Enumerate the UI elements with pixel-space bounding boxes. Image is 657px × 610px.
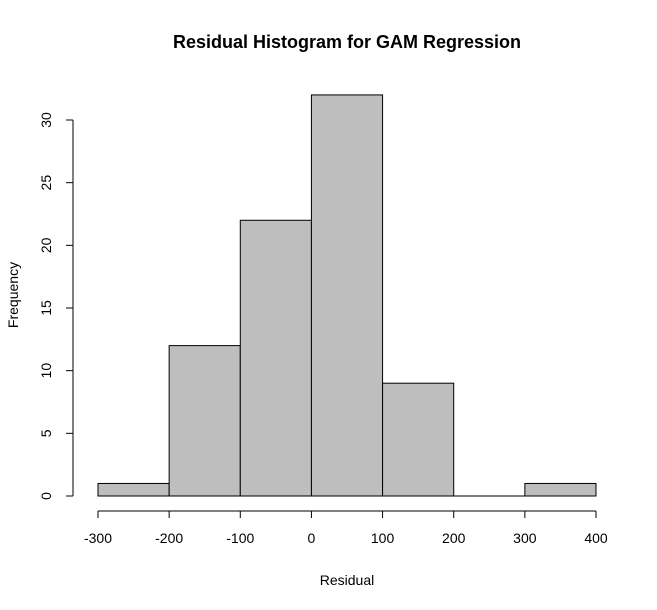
y-tick-label: 0 [38, 492, 54, 500]
y-tick-label: 10 [38, 363, 54, 379]
x-tick-label: 200 [442, 530, 466, 546]
x-tick-label: -300 [84, 530, 112, 546]
x-tick-label: 300 [513, 530, 537, 546]
histogram-bar [382, 382, 455, 497]
histogram-bar [97, 482, 170, 497]
x-tick-label: -100 [226, 530, 254, 546]
y-axis: 0 5 10 15 20 25 30 [38, 112, 74, 500]
x-axis-label: Residual [320, 572, 374, 588]
x-tick-label: 0 [308, 530, 316, 546]
y-tick-label: 20 [38, 237, 54, 253]
x-tick-label: -200 [155, 530, 183, 546]
x-axis: -300 -200 -100 0 100 200 300 400 [84, 510, 608, 546]
y-tick-label: 30 [38, 112, 54, 128]
histogram-bar [310, 94, 384, 497]
x-tick-label: 400 [584, 530, 608, 546]
y-tick-label: 25 [38, 175, 54, 191]
y-tick-label: 15 [38, 300, 54, 316]
chart-title: Residual Histogram for GAM Regression [173, 32, 521, 52]
y-tick-label: 5 [38, 429, 54, 437]
histogram-bar [239, 219, 312, 497]
bars-group [97, 94, 597, 497]
histogram-bar [524, 482, 597, 497]
histogram-bar [168, 345, 241, 497]
x-tick-label: 100 [371, 530, 395, 546]
y-axis-label: Frequency [5, 262, 21, 328]
